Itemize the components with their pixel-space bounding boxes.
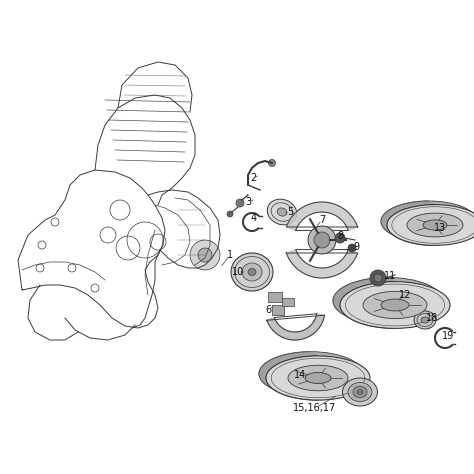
Text: 12: 12 [399, 290, 411, 300]
Circle shape [268, 159, 275, 166]
Ellipse shape [266, 356, 370, 400]
Bar [272, 305, 284, 315]
Bar [268, 292, 282, 302]
Ellipse shape [288, 365, 348, 391]
Ellipse shape [340, 282, 450, 328]
Circle shape [236, 199, 244, 207]
Ellipse shape [242, 263, 262, 281]
Polygon shape [259, 352, 318, 400]
Ellipse shape [348, 383, 372, 401]
Polygon shape [381, 201, 435, 246]
Circle shape [370, 270, 386, 286]
Ellipse shape [333, 277, 443, 324]
Ellipse shape [387, 205, 474, 246]
Text: 13: 13 [434, 223, 446, 233]
Text: 5: 5 [287, 207, 293, 217]
Ellipse shape [231, 253, 273, 291]
Ellipse shape [353, 386, 367, 398]
Circle shape [335, 233, 345, 243]
Text: 9: 9 [353, 242, 359, 252]
Text: 4: 4 [251, 213, 257, 223]
Circle shape [308, 226, 336, 254]
Ellipse shape [363, 292, 427, 319]
Text: 6: 6 [265, 305, 271, 315]
Ellipse shape [381, 299, 409, 311]
Ellipse shape [421, 317, 429, 323]
Text: 2: 2 [250, 173, 256, 183]
Text: 10: 10 [232, 267, 244, 277]
Polygon shape [286, 202, 358, 230]
Text: 19: 19 [442, 331, 454, 341]
Ellipse shape [277, 208, 287, 216]
Bar [282, 298, 294, 306]
Circle shape [227, 211, 233, 217]
Ellipse shape [259, 352, 363, 396]
Ellipse shape [381, 201, 474, 242]
Ellipse shape [357, 390, 363, 394]
Polygon shape [333, 277, 395, 328]
Text: 15,16,17: 15,16,17 [293, 403, 337, 413]
Ellipse shape [267, 199, 297, 225]
Polygon shape [286, 250, 358, 278]
Text: 18: 18 [426, 313, 438, 323]
Ellipse shape [423, 220, 447, 230]
Ellipse shape [343, 378, 377, 406]
Text: 8: 8 [337, 231, 343, 241]
Text: 7: 7 [319, 215, 325, 225]
Circle shape [314, 232, 330, 248]
Ellipse shape [414, 311, 436, 329]
Text: 3: 3 [245, 197, 251, 207]
Ellipse shape [248, 268, 256, 275]
Ellipse shape [305, 373, 331, 383]
Text: 14: 14 [294, 370, 306, 380]
Circle shape [348, 244, 356, 252]
Text: 11: 11 [384, 271, 396, 281]
Ellipse shape [407, 213, 463, 237]
Text: 1: 1 [227, 250, 233, 260]
Circle shape [374, 274, 382, 282]
Polygon shape [267, 314, 325, 340]
Circle shape [198, 248, 212, 262]
Circle shape [190, 240, 220, 270]
